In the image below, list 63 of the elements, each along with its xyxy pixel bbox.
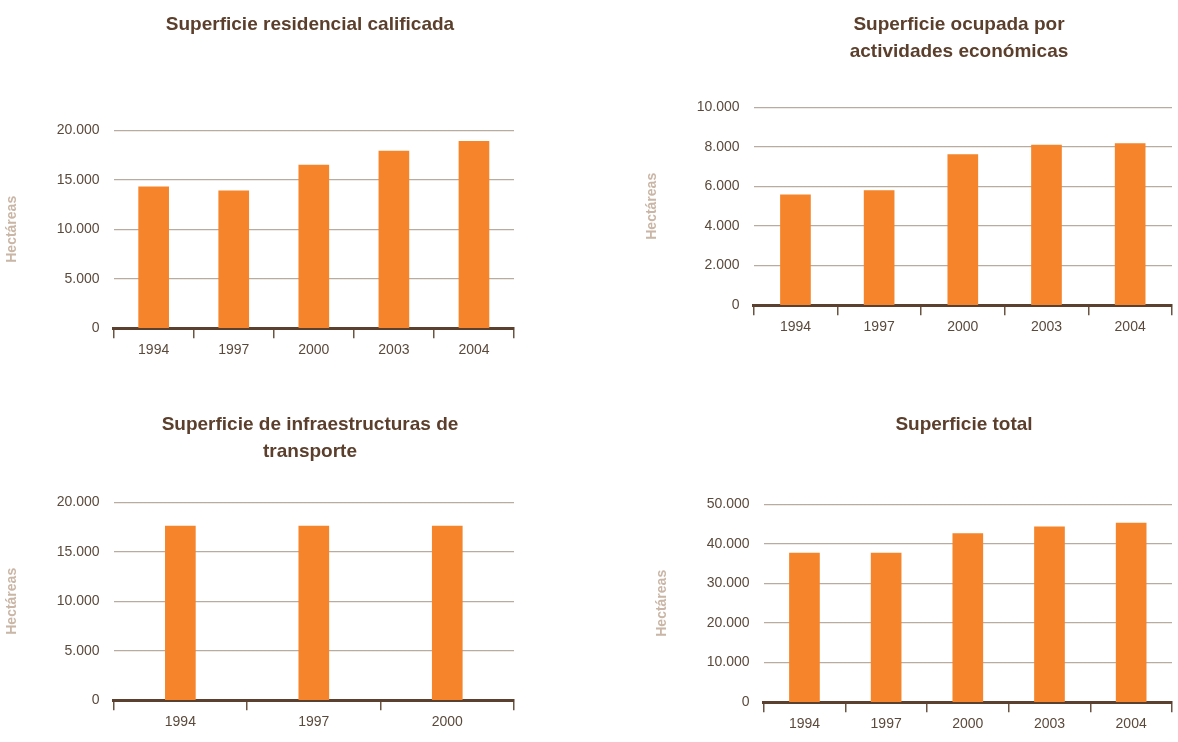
bar: [378, 150, 410, 328]
bar: [458, 140, 490, 328]
y-tick-label: 4.000: [704, 216, 740, 233]
y-tick-label: 20.000: [706, 613, 750, 630]
y-tick-label: 10.000: [56, 592, 100, 609]
y-tick-label: 10.000: [56, 220, 100, 237]
bar: [863, 190, 895, 305]
y-tick-label: 20.000: [56, 493, 100, 510]
bar: [138, 186, 169, 328]
bar: [952, 533, 984, 702]
x-tick-label: 1997: [218, 341, 250, 358]
y-tick-label: 2.000: [704, 256, 740, 273]
x-tick-label: 1997: [863, 318, 895, 335]
y-axis-title: Hectáreas: [3, 567, 20, 635]
bar: [218, 190, 250, 328]
y-tick-label: 10.000: [706, 653, 750, 670]
x-tick-label: 2000: [431, 713, 464, 730]
x-tick-label: 2003: [1033, 715, 1066, 732]
y-tick-label: 5.000: [64, 269, 100, 286]
x-tick-label: 2000: [947, 318, 979, 335]
bar: [947, 154, 979, 305]
y-tick-label: 30.000: [706, 574, 750, 591]
x-tick-label: 1997: [298, 713, 330, 730]
y-tick-label: 0: [731, 296, 740, 313]
x-tick-label: 2000: [952, 715, 984, 732]
y-tick-label: 15.000: [56, 170, 100, 187]
y-axis-title: Hectáreas: [643, 172, 660, 240]
x-tick-label: 1994: [164, 713, 197, 730]
y-tick-label: 0: [91, 691, 100, 708]
x-tick-label: 2004: [458, 341, 490, 358]
y-tick-label: 8.000: [704, 137, 740, 154]
bar: [298, 164, 330, 328]
y-axis-title: Hectáreas: [653, 569, 670, 637]
bar: [789, 552, 820, 702]
x-tick-label: 1994: [788, 715, 821, 732]
chart-title: Superficie total: [894, 412, 1034, 436]
chart-title: Superficie residencial calificada: [164, 12, 456, 36]
chart-title: Superficie de infraestructuras de transporte: [160, 412, 460, 463]
bar: [1031, 144, 1062, 305]
y-tick-label: 15.000: [56, 542, 100, 559]
x-tick-label: 2004: [1114, 318, 1146, 335]
chart-title: Superficie ocupada por actividades económicas: [848, 12, 1070, 63]
bar: [870, 552, 902, 702]
y-tick-label: 50.000: [706, 495, 750, 512]
y-tick-label: 10.000: [696, 98, 740, 115]
bar: [1115, 522, 1147, 702]
bar: [1034, 526, 1065, 702]
y-tick-label: 0: [91, 319, 100, 336]
x-tick-label: 2000: [298, 341, 330, 358]
y-tick-label: 6.000: [704, 177, 740, 194]
y-axis-title: Hectáreas: [3, 195, 20, 263]
x-tick-label: 2004: [1115, 715, 1147, 732]
x-tick-label: 1997: [870, 715, 902, 732]
x-tick-label: 2003: [378, 341, 410, 358]
bar: [780, 194, 811, 305]
x-tick-label: 1994: [138, 341, 170, 358]
y-tick-label: 0: [741, 693, 750, 710]
y-tick-label: 5.000: [64, 641, 100, 658]
y-tick-label: 20.000: [56, 121, 100, 138]
x-tick-label: 2003: [1030, 318, 1063, 335]
x-tick-label: 1994: [779, 318, 812, 335]
y-tick-label: 40.000: [706, 534, 750, 551]
bar: [1114, 143, 1146, 305]
